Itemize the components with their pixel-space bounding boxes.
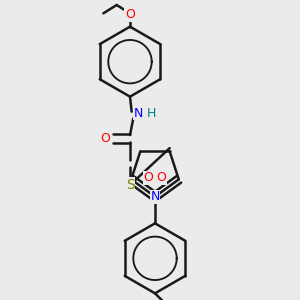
- Text: O: O: [144, 171, 154, 184]
- Text: O: O: [125, 8, 135, 22]
- Text: N: N: [134, 107, 143, 120]
- Text: H: H: [147, 107, 156, 120]
- Text: O: O: [157, 171, 166, 184]
- Text: N: N: [150, 190, 160, 203]
- Text: O: O: [100, 132, 110, 145]
- Text: S: S: [126, 178, 134, 192]
